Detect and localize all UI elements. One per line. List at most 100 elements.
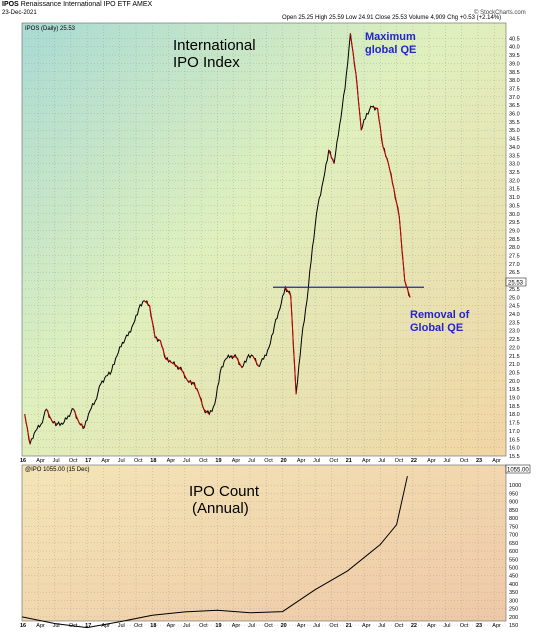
count-y-tick-label: 950 (509, 491, 518, 497)
price-x-tick-label: Jul (378, 458, 385, 464)
price-y-tick-label: 17.5 (509, 421, 520, 427)
count-y-tick-label: 750 (509, 524, 518, 530)
count-y-tick-label: 350 (509, 590, 518, 596)
price-x-tick-label: 19 (215, 458, 221, 464)
price-y-tick-label: 35.0 (509, 128, 520, 134)
price-x-tick-label: Apr (427, 458, 436, 464)
price-y-tick-label: 37.0 (509, 95, 520, 101)
price-x-tick-label: Oct (329, 458, 338, 464)
price-down-segment (176, 365, 183, 372)
ipo-count-title-line2: (Annual) (192, 500, 249, 517)
price-x-tick-label: Oct (134, 458, 143, 464)
count-x-tick-label: Oct (199, 623, 208, 629)
count-y-tick-label: 600 (509, 549, 518, 555)
price-y-tick-label: 35.5 (509, 120, 520, 126)
count-x-tick-label: Oct (395, 623, 404, 629)
price-down-segment (382, 146, 389, 164)
count-x-tick-label: Jul (53, 623, 60, 629)
price-y-tick-label: 38.5 (509, 70, 520, 76)
count-x-tick-label: 16 (20, 623, 26, 629)
price-y-tick-label: 20.5 (509, 370, 520, 376)
price-down-segment (377, 108, 384, 148)
count-x-tick-label: Oct (264, 623, 273, 629)
price-x-tick-label: Jul (183, 458, 190, 464)
price-y-tick-label: 30.5 (509, 203, 520, 209)
price-y-tick-label: 22.0 (509, 345, 520, 351)
price-y-tick-label: 18.5 (509, 404, 520, 410)
count-y-tick-label: 1000 (509, 483, 521, 489)
price-x-tick-label: Apr (101, 458, 110, 464)
price-y-tick-label: 24.0 (509, 312, 520, 318)
price-y-tick-label: 30.0 (509, 212, 520, 218)
price-y-tick-label: 19.0 (509, 396, 520, 402)
price-y-tick-label: 21.5 (509, 354, 520, 360)
count-y-tick-label: 650 (509, 541, 518, 547)
count-x-tick-label: Apr (101, 623, 110, 629)
index-title-line2: IPO Index (173, 54, 240, 71)
count-x-tick-label: Apr (167, 623, 176, 629)
price-down-segment (197, 392, 205, 410)
price-down-segment (371, 106, 378, 109)
price-y-tick-label: 39.5 (509, 53, 520, 59)
price-y-tick-label: 23.0 (509, 329, 520, 335)
price-down-segment (187, 380, 194, 383)
count-y-tick-label: 900 (509, 500, 518, 506)
price-x-tick-label: 20 (281, 458, 287, 464)
count-x-tick-label: Jul (443, 623, 450, 629)
price-x-tick-label: 18 (150, 458, 156, 464)
price-x-tick-label: Jul (313, 458, 320, 464)
price-x-tick-label: 22 (411, 458, 417, 464)
count-x-tick-label: 18 (150, 623, 156, 629)
price-y-tick-label: 16.0 (509, 446, 520, 452)
count-y-tick-label: 150 (509, 623, 518, 629)
price-down-segment (78, 422, 85, 428)
price-y-tick-label: 22.5 (509, 337, 520, 343)
price-down-segment (252, 355, 259, 367)
count-x-tick-label: Oct (460, 623, 469, 629)
removal-annotation-line2: Global QE (410, 322, 463, 334)
price-y-tick-label: 28.5 (509, 237, 520, 243)
price-down-segment (387, 163, 395, 189)
price-down-segment (235, 357, 243, 368)
price-x-tick-label: Oct (395, 458, 404, 464)
price-down-segment (328, 150, 335, 164)
chart-date: 23-Dec-2021 (2, 10, 37, 16)
price-y-tick-label: 27.0 (509, 262, 520, 268)
count-x-tick-label: Apr (492, 623, 501, 629)
price-x-tick-label: Apr (362, 458, 371, 464)
price-down-segment (290, 295, 297, 395)
price-down-segment (404, 280, 411, 298)
price-y-tick-label: 34.5 (509, 137, 520, 143)
count-x-tick-label: Apr (362, 623, 371, 629)
price-y-tick-label: 32.0 (509, 178, 520, 184)
count-x-tick-label: 19 (215, 623, 221, 629)
price-y-tick-label: 39.0 (509, 61, 520, 67)
last-count-label: 1055.00 (507, 468, 529, 474)
price-panel (21, 22, 507, 457)
count-y-tick-label: 450 (509, 574, 518, 580)
count-x-tick-label: Jul (313, 623, 320, 629)
count-x-tick-label: 22 (411, 623, 417, 629)
count-x-tick-label: Apr (232, 623, 241, 629)
price-x-tick-label: 17 (85, 458, 91, 464)
count-y-tick-label: 200 (509, 615, 518, 621)
price-down-segment (51, 420, 58, 425)
count-x-tick-label: Jul (248, 623, 255, 629)
price-down-segment (24, 414, 31, 445)
price-down-segment (349, 33, 357, 74)
price-y-tick-label: 19.5 (509, 387, 520, 393)
price-down-segment (284, 286, 292, 296)
price-y-tick-label: 29.5 (509, 220, 520, 226)
price-y-tick-label: 33.0 (509, 162, 520, 168)
index-title-line1: International (173, 37, 256, 54)
ipo-count-title-line1: IPO Count (189, 483, 260, 500)
count-x-tick-label: Jul (183, 623, 190, 629)
price-x-tick-label: Apr (492, 458, 501, 464)
price-y-tick-label: 36.5 (509, 103, 520, 109)
count-x-tick-label: Oct (329, 623, 338, 629)
stockcharts-credit: © StockCharts.com (474, 10, 526, 16)
price-down-segment (393, 188, 400, 218)
count-x-tick-label: Apr (427, 623, 436, 629)
price-y-tick-label: 34.0 (509, 145, 520, 151)
